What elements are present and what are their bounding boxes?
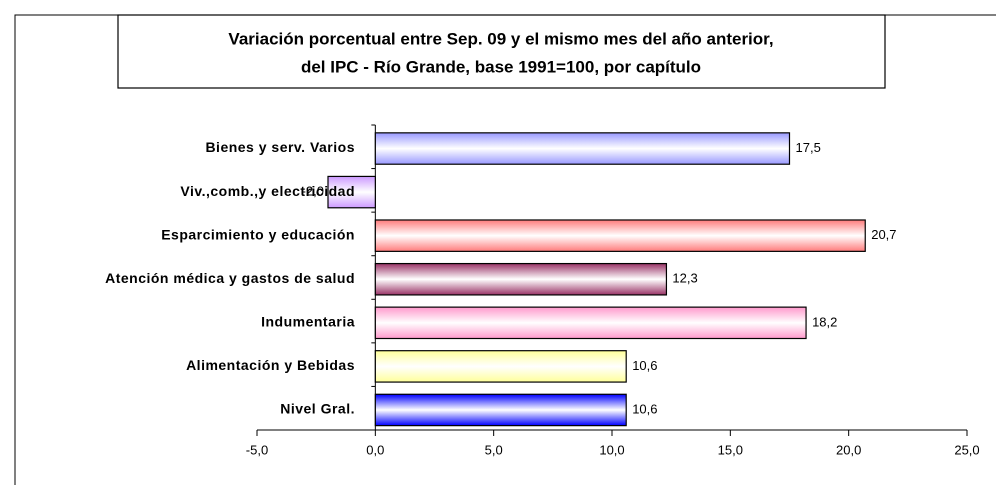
x-tick-label: 20,0	[836, 442, 861, 457]
bar	[374, 219, 866, 252]
x-tick-label: -5,0	[246, 442, 268, 457]
data-label: 10,6	[632, 401, 657, 416]
x-tick-label: 25,0	[954, 442, 979, 457]
chart-subtitle: del IPC - Río Grande, base 1991=100, por…	[301, 57, 701, 76]
data-label: 17,5	[796, 140, 821, 155]
title-box	[117, 14, 886, 89]
bar	[374, 306, 807, 340]
x-tick-label: 5,0	[485, 442, 503, 457]
bar	[327, 175, 376, 209]
y-tick-label: Atención médica y gastos de salud	[105, 270, 355, 286]
bar	[374, 262, 668, 296]
data-label: 18,2	[812, 314, 837, 329]
y-tick-label: Indumentaria	[261, 314, 355, 330]
y-tick-label: Bienes y serv. Varios	[205, 139, 355, 155]
y-tick-label: Viv.,comb.,y electricidad	[180, 183, 355, 199]
data-label: 20,7	[871, 227, 896, 242]
data-label: 10,6	[632, 358, 657, 373]
x-tick-label: 10,0	[599, 442, 624, 457]
y-tick-label: Alimentación y Bebidas	[186, 357, 355, 373]
bar	[374, 350, 627, 383]
y-tick-label: Esparcimiento y educación	[161, 226, 355, 242]
bar	[374, 132, 791, 165]
chart-title: Variación porcentual entre Sep. 09 y el …	[228, 29, 773, 48]
x-tick-label: 0,0	[366, 442, 384, 457]
y-tick-label: Nivel Gral.	[280, 401, 355, 417]
data-label: -2,0	[302, 184, 324, 199]
data-label: 12,3	[672, 271, 697, 286]
x-tick-label: 15,0	[718, 442, 743, 457]
bar	[374, 393, 627, 427]
